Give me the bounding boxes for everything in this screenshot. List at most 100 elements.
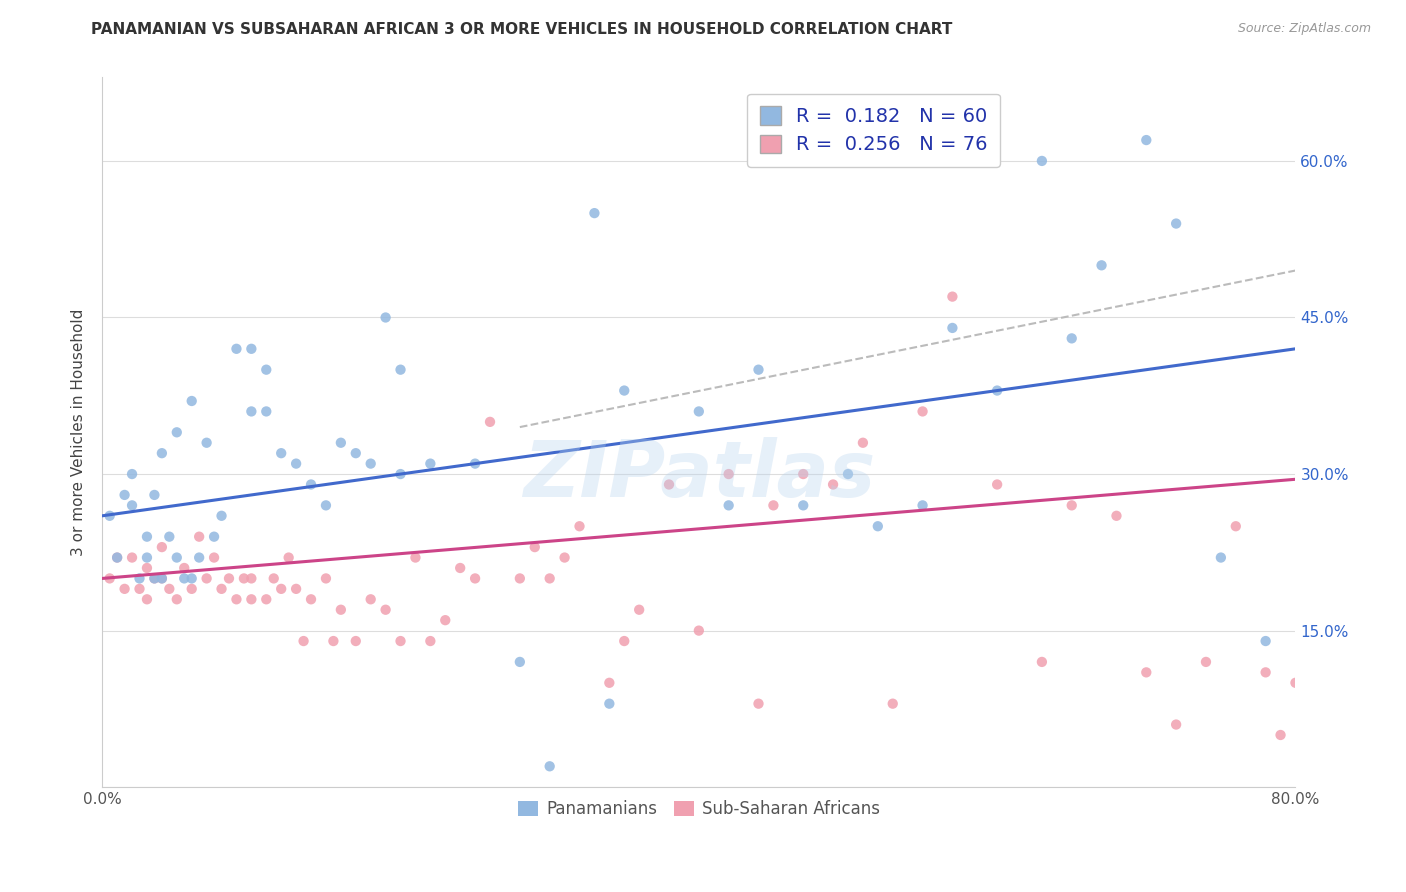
Point [136, 592, 159, 607]
Point [419, 634, 441, 648]
Point [157, 530, 180, 544]
Point [374, 603, 396, 617]
Point [1060, 499, 1083, 513]
Point [240, 571, 263, 585]
Point [360, 592, 382, 607]
Point [404, 550, 426, 565]
Point [613, 384, 636, 398]
Point [180, 394, 202, 409]
Point [240, 342, 263, 356]
Point [105, 550, 128, 565]
Point [374, 310, 396, 325]
Point [852, 435, 875, 450]
Point [225, 592, 247, 607]
Point [277, 550, 299, 565]
Point [143, 571, 166, 585]
Point [688, 404, 710, 418]
Point [419, 457, 441, 471]
Point [240, 404, 263, 418]
Point [986, 384, 1008, 398]
Point [254, 404, 277, 418]
Point [1284, 675, 1306, 690]
Point [128, 571, 150, 585]
Point [150, 540, 173, 554]
Point [344, 634, 367, 648]
Point [792, 467, 814, 481]
Text: ZIPatlas: ZIPatlas [523, 437, 875, 513]
Point [986, 477, 1008, 491]
Point [1090, 258, 1112, 272]
Point [1060, 331, 1083, 345]
Point [1254, 665, 1277, 680]
Point [1209, 550, 1232, 565]
Point [538, 759, 561, 773]
Point [941, 290, 963, 304]
Point [389, 362, 412, 376]
Point [285, 457, 308, 471]
Point [882, 697, 904, 711]
Point [1254, 634, 1277, 648]
Point [270, 446, 292, 460]
Point [166, 592, 188, 607]
Point [292, 634, 315, 648]
Point [1166, 717, 1188, 731]
Point [360, 457, 382, 471]
Point [150, 571, 173, 585]
Point [166, 550, 188, 565]
Point [389, 634, 412, 648]
Point [658, 477, 681, 491]
Point [270, 582, 292, 596]
Point [211, 508, 233, 523]
Point [1166, 217, 1188, 231]
Point [911, 404, 934, 418]
Point [322, 634, 344, 648]
Point [195, 571, 218, 585]
Point [1195, 655, 1218, 669]
Point [143, 488, 166, 502]
Legend: Panamanians, Sub-Saharan Africans: Panamanians, Sub-Saharan Africans [510, 794, 887, 825]
Point [837, 467, 859, 481]
Point [254, 362, 277, 376]
Point [173, 561, 195, 575]
Point [202, 550, 225, 565]
Point [717, 499, 740, 513]
Point [188, 550, 211, 565]
Point [195, 435, 218, 450]
Point [173, 571, 195, 585]
Point [225, 342, 247, 356]
Point [1031, 153, 1053, 168]
Point [114, 582, 136, 596]
Text: PANAMANIAN VS SUBSAHARAN AFRICAN 3 OR MORE VEHICLES IN HOUSEHOLD CORRELATION CHA: PANAMANIAN VS SUBSAHARAN AFRICAN 3 OR MO… [91, 22, 953, 37]
Point [598, 675, 620, 690]
Point [136, 561, 159, 575]
Point [105, 550, 128, 565]
Point [1225, 519, 1247, 533]
Point [583, 206, 606, 220]
Point [598, 697, 620, 711]
Point [136, 550, 159, 565]
Point [180, 571, 202, 585]
Point [1270, 728, 1292, 742]
Point [628, 603, 651, 617]
Point [315, 571, 337, 585]
Point [449, 561, 471, 575]
Point [479, 415, 502, 429]
Point [344, 446, 367, 460]
Point [911, 499, 934, 513]
Point [188, 530, 211, 544]
Point [121, 467, 143, 481]
Point [315, 499, 337, 513]
Point [285, 582, 308, 596]
Point [150, 446, 173, 460]
Point [121, 499, 143, 513]
Point [747, 697, 769, 711]
Point [1135, 665, 1157, 680]
Point [538, 571, 561, 585]
Text: Source: ZipAtlas.com: Source: ZipAtlas.com [1237, 22, 1371, 36]
Point [1105, 508, 1128, 523]
Point [434, 613, 457, 627]
Point [240, 592, 263, 607]
Point [792, 499, 814, 513]
Point [554, 550, 576, 565]
Point [299, 592, 322, 607]
